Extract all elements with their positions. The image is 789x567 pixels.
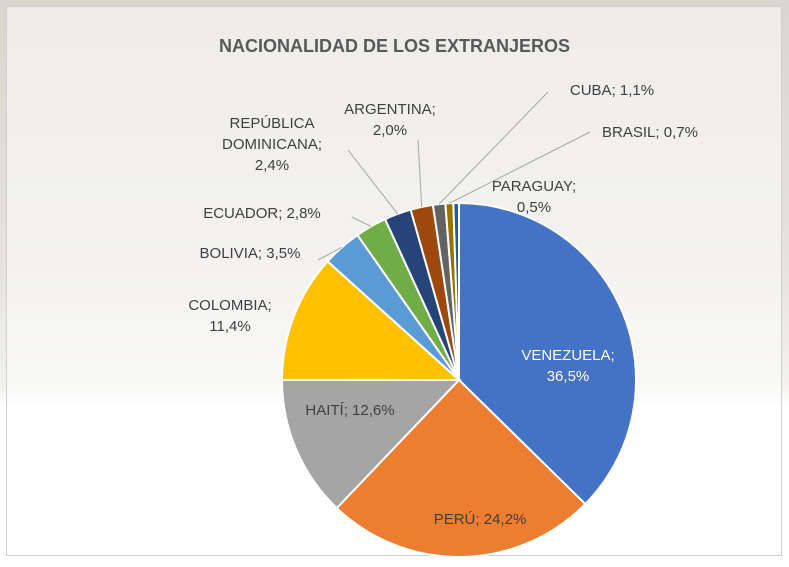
chart-title: NACIONALIDAD DE LOS EXTRANJEROS xyxy=(0,36,789,57)
data-label: ECUADOR; 2,8% xyxy=(182,203,342,224)
data-label: BRASIL; 0,7% xyxy=(585,122,715,143)
data-label: BOLIVIA; 3,5% xyxy=(170,243,330,264)
data-label: COLOMBIA; 11,4% xyxy=(180,295,280,337)
data-label: REPÚBLICA DOMINICANA; 2,4% xyxy=(216,113,328,176)
data-label: CUBA; 1,1% xyxy=(552,80,672,101)
leader-line xyxy=(352,217,371,226)
leader-line xyxy=(418,140,422,207)
data-label: ARGENTINA; 2,0% xyxy=(335,99,445,141)
data-label: VENEZUELA; 36,5% xyxy=(508,345,628,387)
data-label: HAITÍ; 12,6% xyxy=(270,400,430,421)
chart-container: NACIONALIDAD DE LOS EXTRANJEROS VENEZUEL… xyxy=(0,0,789,567)
data-label: PERÚ; 24,2% xyxy=(380,509,580,530)
leader-line xyxy=(348,150,398,214)
data-label: PARAGUAY; 0,5% xyxy=(484,176,584,218)
